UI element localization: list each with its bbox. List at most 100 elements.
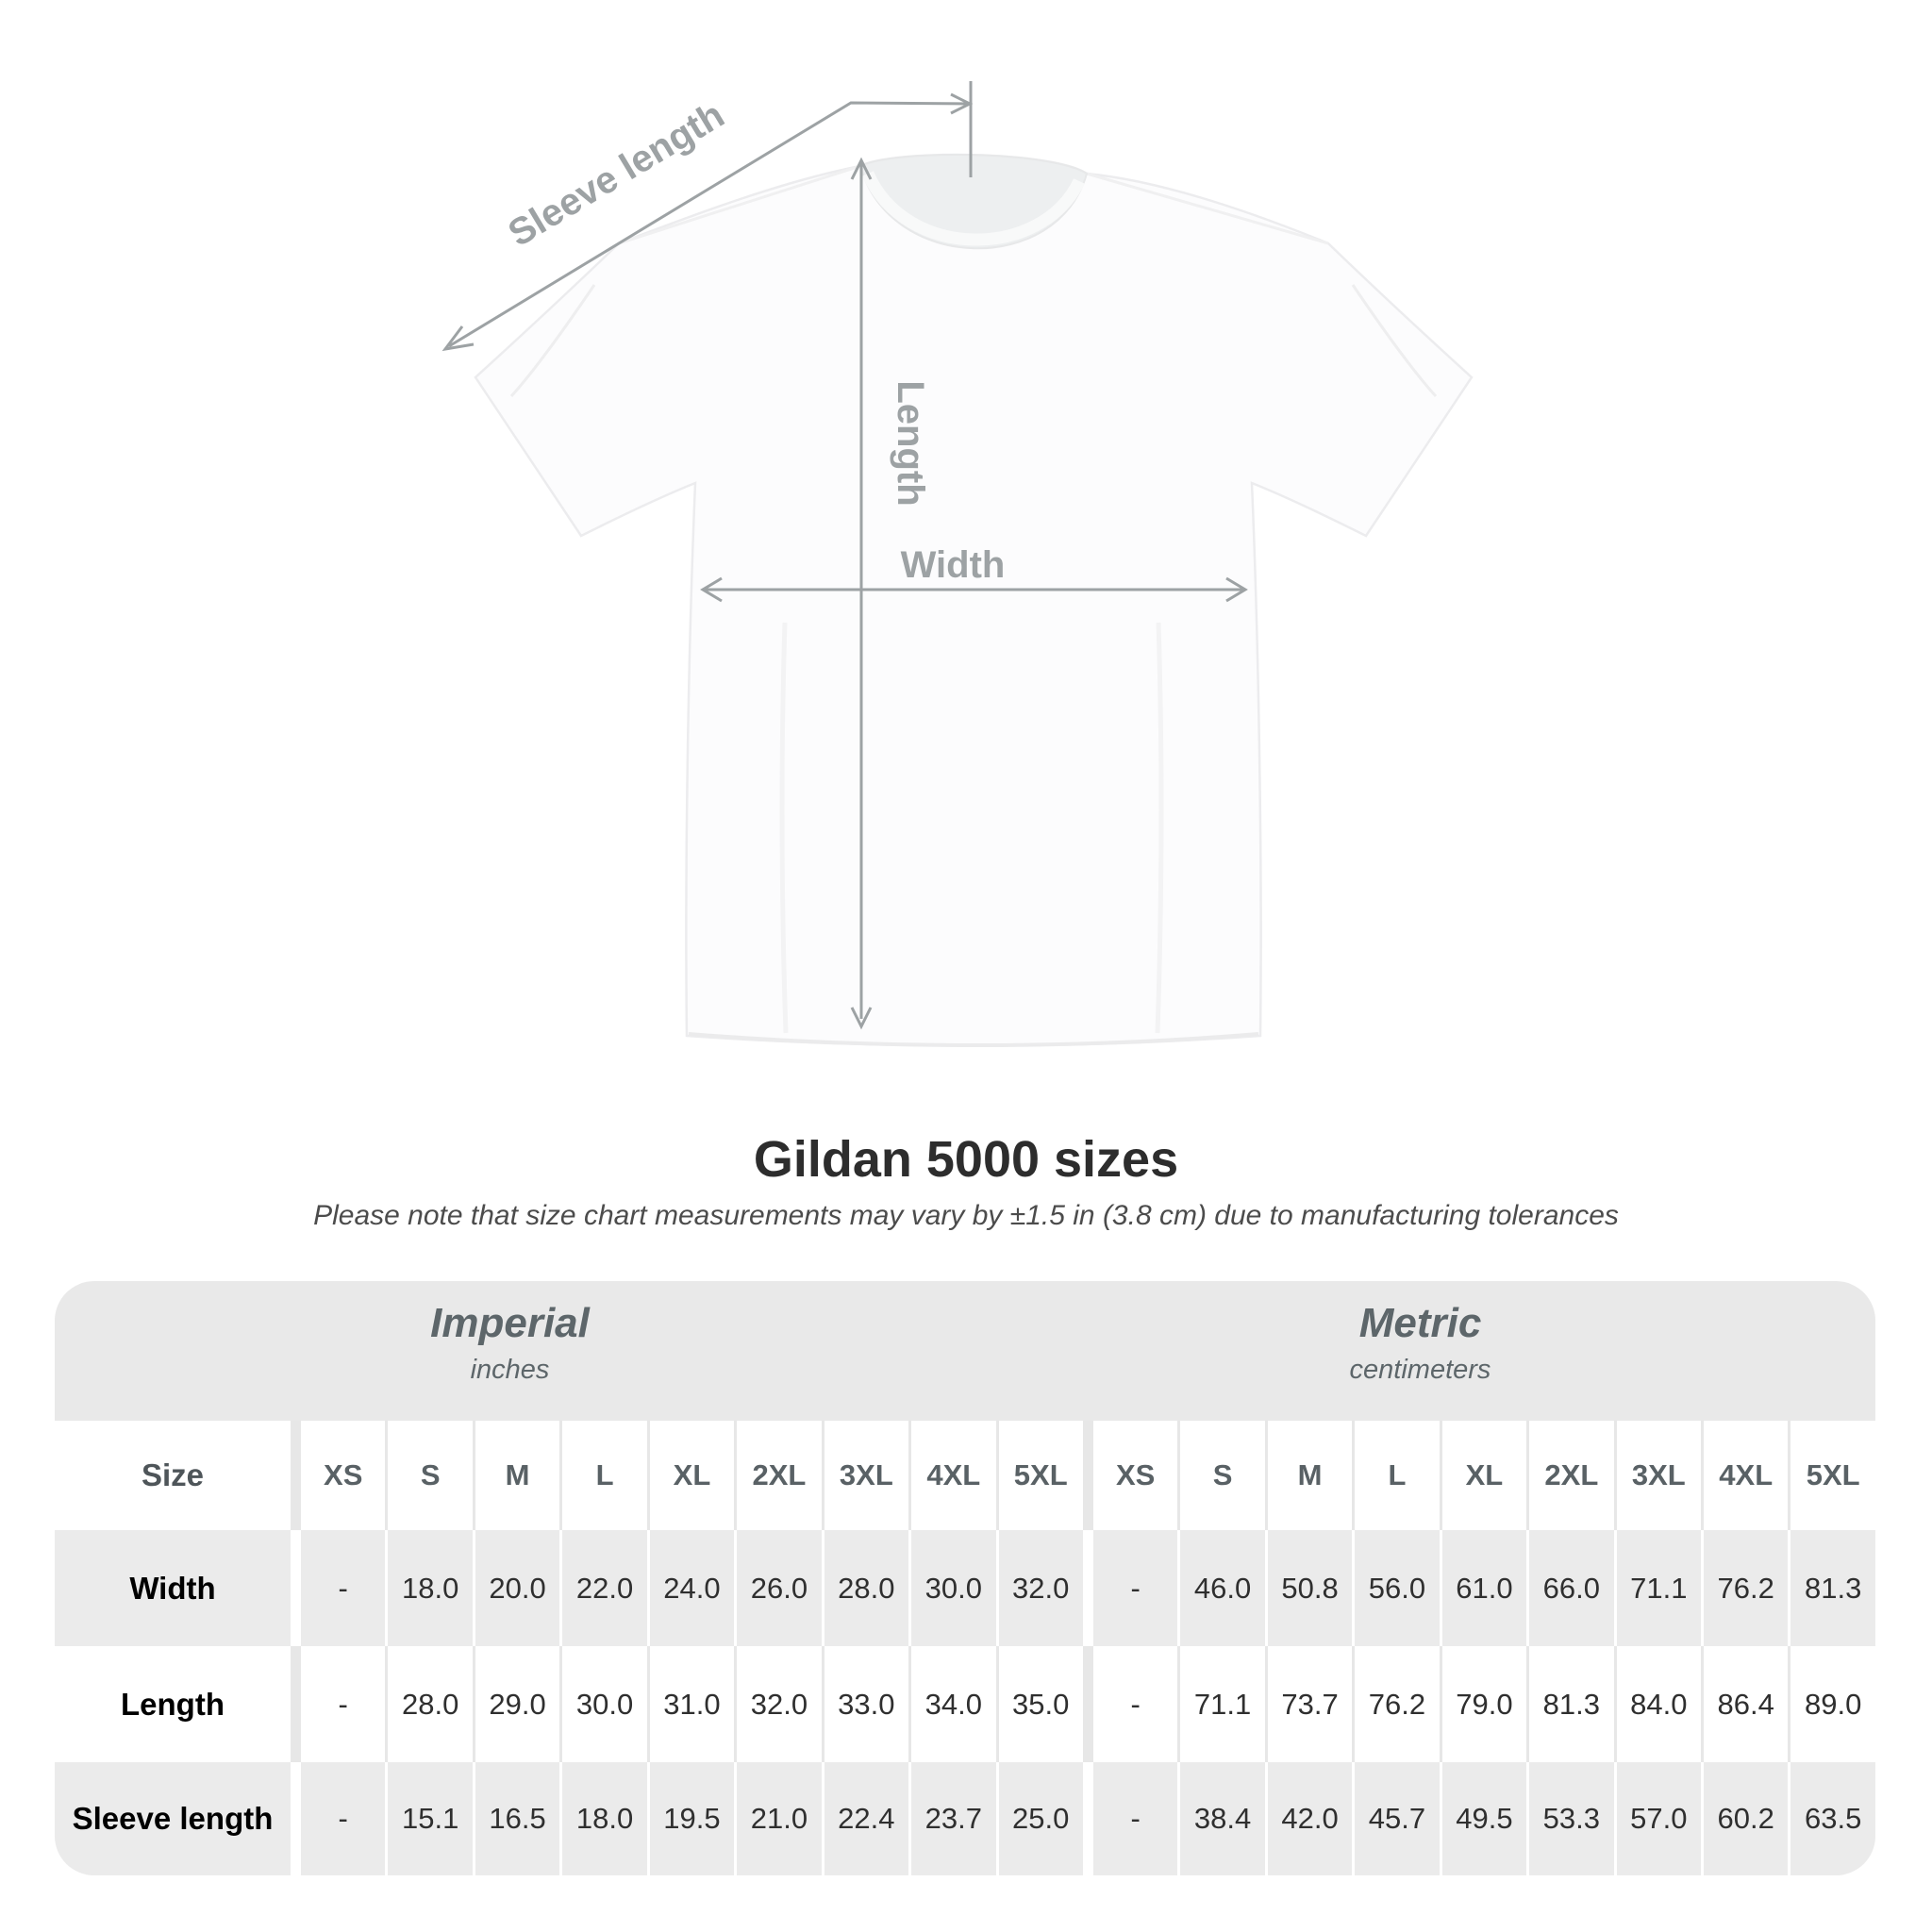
page-title: Gildan 5000 sizes: [753, 1131, 1179, 1188]
value-cell: 16.5: [475, 1762, 560, 1875]
value-cell: 50.8: [1267, 1530, 1353, 1646]
group-separator: [1086, 1421, 1091, 1530]
value-cell: 28.0: [824, 1530, 909, 1646]
value-cell: 46.0: [1180, 1530, 1265, 1646]
metric-label: Metric: [1358, 1300, 1482, 1346]
value-cell: 30.0: [911, 1530, 996, 1646]
size-table: Imperial inches Metric centimeters Size X…: [55, 1281, 1875, 1875]
value-cell: 60.2: [1704, 1762, 1789, 1875]
value-cell: 21.0: [737, 1762, 822, 1875]
size-column-header: XS: [1092, 1421, 1178, 1530]
imperial-unit-label: inches: [470, 1355, 550, 1385]
value-cell: 71.1: [1616, 1530, 1701, 1646]
value-cell: 31.0: [649, 1646, 735, 1762]
value-cell: 18.0: [562, 1762, 647, 1875]
value-cell: 71.1: [1180, 1646, 1265, 1762]
size-column-header: 3XL: [1616, 1421, 1701, 1530]
metric-unit-label: centimeters: [1349, 1355, 1491, 1385]
value-cell: 28.0: [388, 1646, 473, 1762]
length-label: Length: [890, 380, 931, 506]
value-cell: 56.0: [1355, 1530, 1440, 1646]
size-column-header: 5XL: [998, 1421, 1083, 1530]
metric-group-header: Metric centimeters: [965, 1281, 1875, 1421]
group-separator: [293, 1530, 298, 1646]
table-row: Sleeve length -15.1 16.5 18.0 19.5 21.0 22.4 23…: [55, 1762, 1875, 1875]
value-cell: -: [1092, 1646, 1178, 1762]
value-cell: 45.7: [1355, 1762, 1440, 1875]
size-column-header: XL: [1441, 1421, 1527, 1530]
value-cell: 63.5: [1790, 1762, 1875, 1875]
size-column-header: XL: [649, 1421, 735, 1530]
value-cell: 49.5: [1441, 1762, 1527, 1875]
value-cell: 35.0: [998, 1646, 1083, 1762]
size-column-header: S: [388, 1421, 473, 1530]
value-cell: 19.5: [649, 1762, 735, 1875]
value-cell: 89.0: [1790, 1646, 1875, 1762]
value-cell: 42.0: [1267, 1762, 1353, 1875]
value-cell: 84.0: [1616, 1646, 1701, 1762]
size-column-header: 2XL: [1529, 1421, 1614, 1530]
value-cell: -: [301, 1646, 386, 1762]
value-cell: 81.3: [1790, 1530, 1875, 1646]
value-cell: 57.0: [1616, 1762, 1701, 1875]
table-row: Width -18.0 20.0 22.0 24.0 26.0 28.0 30.0 32.0-4…: [55, 1530, 1875, 1646]
size-column-header: 4XL: [1704, 1421, 1789, 1530]
row-label: Sleeve length: [55, 1762, 291, 1875]
group-separator: [1086, 1646, 1091, 1762]
size-column-header: L: [562, 1421, 647, 1530]
value-cell: 22.4: [824, 1762, 909, 1875]
tshirt-graphic: [474, 153, 1474, 1047]
size-column-header: 5XL: [1790, 1421, 1875, 1530]
value-cell: 79.0: [1441, 1646, 1527, 1762]
width-arrow: [700, 576, 1248, 603]
size-column-header: L: [1355, 1421, 1440, 1530]
value-cell: 23.7: [911, 1762, 996, 1875]
value-cell: 18.0: [388, 1530, 473, 1646]
group-separator: [293, 1646, 298, 1762]
table-header-row: Size XS S M L XL 2XL 3XL 4XL 5XL XS S M L XL 2XL 3XL 4XL 5…: [55, 1421, 1875, 1530]
value-cell: -: [301, 1530, 386, 1646]
value-cell: -: [1092, 1762, 1178, 1875]
table-row: Length -28.0 29.0 30.0 31.0 32.0 33.0 34.0 35.0-…: [55, 1646, 1875, 1762]
value-cell: 15.1: [388, 1762, 473, 1875]
unit-banner: Imperial inches Metric centimeters: [55, 1281, 1875, 1421]
value-cell: 29.0: [475, 1646, 560, 1762]
size-column-header: S: [1180, 1421, 1265, 1530]
size-column-header: 3XL: [824, 1421, 909, 1530]
value-cell: 66.0: [1529, 1530, 1614, 1646]
row-label: Length: [55, 1646, 291, 1762]
size-column-header: XS: [301, 1421, 386, 1530]
value-cell: 22.0: [562, 1530, 647, 1646]
value-cell: 81.3: [1529, 1646, 1614, 1762]
value-cell: 20.0: [475, 1530, 560, 1646]
width-label: Width: [901, 544, 1006, 586]
value-cell: 76.2: [1704, 1530, 1789, 1646]
value-cell: -: [1092, 1530, 1178, 1646]
group-separator: [293, 1421, 298, 1530]
value-cell: -: [301, 1762, 386, 1875]
row-label: Width: [55, 1530, 291, 1646]
value-cell: 25.0: [998, 1762, 1083, 1875]
tshirt-diagram: Sleeve length Length Width: [441, 81, 1474, 1047]
size-column-header: 2XL: [737, 1421, 822, 1530]
value-cell: 61.0: [1441, 1530, 1527, 1646]
group-separator: [1086, 1762, 1091, 1875]
group-separator: [293, 1762, 298, 1875]
value-cell: 33.0: [824, 1646, 909, 1762]
size-header-cell: Size: [55, 1421, 291, 1530]
value-cell: 86.4: [1704, 1646, 1789, 1762]
page-subtitle: Please note that size chart measurements…: [313, 1200, 1619, 1231]
size-column-header: M: [475, 1421, 560, 1530]
value-cell: 53.3: [1529, 1762, 1614, 1875]
value-cell: 73.7: [1267, 1646, 1353, 1762]
size-column-header: 4XL: [911, 1421, 996, 1530]
value-cell: 32.0: [998, 1530, 1083, 1646]
value-cell: 24.0: [649, 1530, 735, 1646]
imperial-group-header: Imperial inches: [55, 1281, 965, 1421]
size-column-header: M: [1267, 1421, 1353, 1530]
table-body: Width -18.0 20.0 22.0 24.0 26.0 28.0 30.0 32.0-4…: [55, 1530, 1875, 1875]
value-cell: 26.0: [737, 1530, 822, 1646]
value-cell: 34.0: [911, 1646, 996, 1762]
value-cell: 32.0: [737, 1646, 822, 1762]
